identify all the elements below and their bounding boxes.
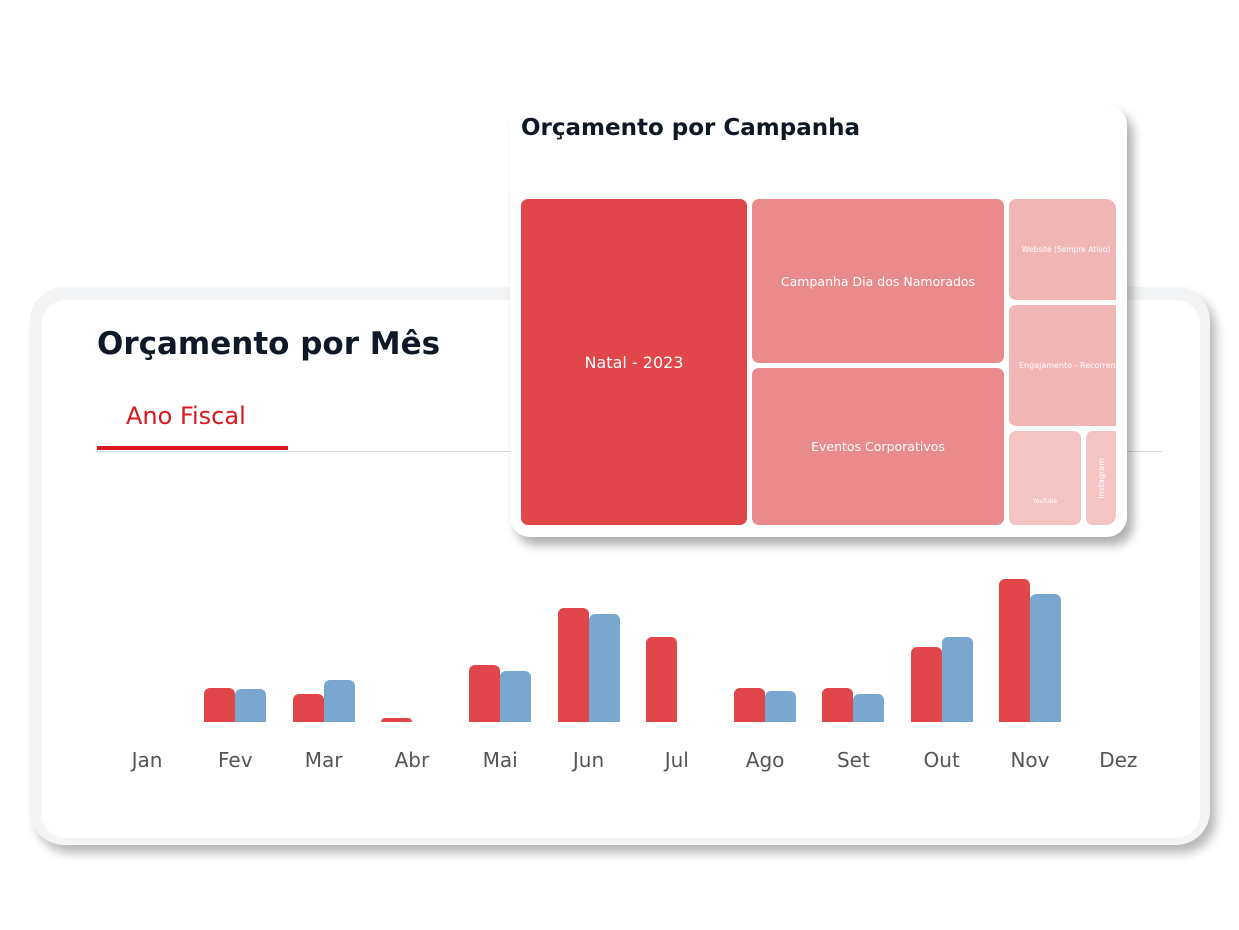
- bar-ago-series-1[interactable]: [734, 688, 766, 722]
- x-tick-label: Fev: [218, 748, 253, 772]
- bar-nov-series-2[interactable]: [1030, 594, 1061, 722]
- treemap-cell-instagram[interactable]: Instagram: [1086, 431, 1116, 525]
- treemap-cell-website[interactable]: Website (Sempre Ativo): [1009, 199, 1116, 300]
- treemap-label: YouTube: [1032, 498, 1058, 505]
- bar-abr-series-1[interactable]: [380, 718, 412, 722]
- x-tick-label: Jan: [131, 748, 163, 772]
- x-tick-label: Jul: [664, 748, 689, 772]
- bar-mai-series-2[interactable]: [500, 671, 532, 722]
- treemap-label: Natal - 2023: [584, 352, 684, 372]
- bar-jun-series-2[interactable]: [588, 614, 620, 722]
- bar-out-series-2[interactable]: [941, 637, 973, 722]
- tab-fiscal-year[interactable]: Ano Fiscal: [97, 400, 288, 450]
- treemap-cell-eventos[interactable]: Eventos Corporativos: [752, 368, 1004, 525]
- treemap: Natal - 2023 Campanha Dia dos Namorados …: [521, 199, 1116, 525]
- tab-label: Ano Fiscal: [126, 402, 246, 430]
- bar-set-series-2[interactable]: [853, 694, 885, 722]
- treemap-cell-youtube[interactable]: YouTube: [1009, 431, 1081, 525]
- bar-set-series-1[interactable]: [822, 688, 854, 722]
- x-tick-label: Mai: [482, 748, 518, 772]
- campaign-budget-card: Orçamento por Campanha Natal - 2023 Camp…: [510, 105, 1127, 537]
- treemap-cell-namorados[interactable]: Campanha Dia dos Namorados: [752, 199, 1004, 363]
- treemap-label: Eventos Corporativos: [811, 439, 945, 454]
- x-tick-label: Dez: [1099, 748, 1138, 772]
- bar-mar-series-2[interactable]: [323, 680, 355, 722]
- x-tick-label: Set: [836, 748, 870, 772]
- treemap-label: Instagram: [1096, 457, 1106, 499]
- treemap-label: Website (Sempre Ativo): [1021, 245, 1111, 254]
- treemap-label: Engajamento - Recorrente: [1019, 361, 1116, 370]
- bar-ago-series-2[interactable]: [765, 691, 797, 722]
- x-tick-label: Nov: [1010, 748, 1050, 772]
- bar-mar-series-1[interactable]: [292, 694, 324, 722]
- x-tick-label: Ago: [745, 748, 785, 772]
- x-tick-label: Mar: [304, 748, 343, 772]
- treemap-cell-natal[interactable]: Natal - 2023: [521, 199, 747, 525]
- x-tick-label: Abr: [394, 748, 430, 772]
- treemap-label: Campanha Dia dos Namorados: [780, 273, 976, 289]
- bar-nov-series-1[interactable]: [999, 579, 1030, 722]
- bar-jul-series-1[interactable]: [645, 637, 677, 722]
- bar-fev-series-1[interactable]: [204, 688, 236, 722]
- x-tick-label: Jun: [572, 748, 605, 772]
- x-tick-label: Out: [923, 748, 960, 772]
- monthly-budget-title: Orçamento por Mês: [97, 326, 441, 362]
- bar-out-series-1[interactable]: [910, 647, 942, 722]
- bar-fev-series-2[interactable]: [235, 689, 267, 722]
- bar-mai-series-1[interactable]: [469, 665, 501, 722]
- bar-jun-series-1[interactable]: [557, 608, 589, 722]
- treemap-cell-engajamento[interactable]: Engajamento - Recorrente: [1009, 305, 1116, 426]
- campaign-budget-title: Orçamento por Campanha: [521, 115, 861, 141]
